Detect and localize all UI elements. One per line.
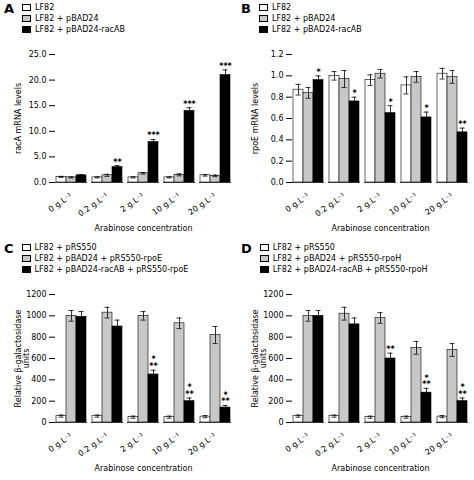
svg-text:0.2 g.L⁻¹: 0.2 g.L⁻¹	[313, 191, 347, 218]
svg-text:2 g.L⁻¹: 2 g.L⁻¹	[119, 431, 146, 454]
svg-text:***: ***	[458, 383, 467, 399]
svg-text:2 g.L⁻¹: 2 g.L⁻¹	[119, 191, 146, 214]
svg-text:*: *	[424, 104, 429, 113]
svg-text:***: ***	[147, 131, 160, 140]
svg-text:800: 800	[268, 333, 283, 342]
svg-text:200: 200	[268, 397, 283, 406]
svg-text:0.0: 0.0	[271, 178, 284, 187]
svg-text:***: ***	[221, 391, 230, 407]
svg-text:1000: 1000	[26, 311, 46, 320]
html-text:C: C	[4, 241, 14, 256]
svg-text:***: ***	[183, 100, 196, 109]
svg-text:Relative β-galactosidaseunits: Relative β-galactosidaseunits	[14, 310, 31, 408]
svg-text:2 g.L⁻¹: 2 g.L⁻¹	[356, 431, 383, 454]
svg-text:600: 600	[268, 354, 283, 363]
svg-text:0.0: 0.0	[34, 178, 47, 187]
svg-text:0 g.L⁻¹: 0 g.L⁻¹	[47, 431, 74, 454]
svg-text:**: **	[113, 158, 122, 167]
svg-text:25.0: 25.0	[29, 50, 47, 59]
svg-text:**: **	[458, 120, 467, 129]
svg-text:*: *	[352, 89, 357, 98]
svg-text:20 g.L⁻¹: 20 g.L⁻¹	[187, 191, 219, 217]
svg-text:0 g.L⁻¹: 0 g.L⁻¹	[47, 191, 74, 214]
svg-text:Arabinose concentration: Arabinose concentration	[95, 224, 193, 233]
svg-text:400: 400	[31, 375, 46, 384]
html-text:LF82 + pBAD24-racAB + pRS550-r: LF82 + pBAD24-racAB + pRS550-rpoE	[34, 265, 189, 274]
svg-text:10 g.L⁻¹: 10 g.L⁻¹	[151, 431, 183, 457]
svg-text:0 g.L⁻¹: 0 g.L⁻¹	[284, 191, 311, 214]
svg-text:**: **	[386, 345, 395, 354]
svg-text:1200: 1200	[26, 290, 46, 299]
svg-text:racA mRNA levels: racA mRNA levels	[14, 83, 23, 154]
svg-text:Relative β-galactosidaseunits: Relative β-galactosidaseunits	[251, 310, 268, 408]
svg-text:10 g.L⁻¹: 10 g.L⁻¹	[388, 431, 420, 457]
svg-text:5.0: 5.0	[34, 152, 47, 161]
html-text:LF82 + pBAD24-racAB: LF82 + pBAD24-racAB	[271, 25, 362, 34]
html-text:D: D	[241, 241, 252, 256]
svg-text:0.4: 0.4	[271, 135, 284, 144]
svg-text:20 g.L⁻¹: 20 g.L⁻¹	[187, 431, 219, 457]
svg-text:10.0: 10.0	[29, 127, 47, 136]
svg-text:10 g.L⁻¹: 10 g.L⁻¹	[151, 191, 183, 217]
svg-text:***: ***	[149, 355, 158, 371]
html-text:LF82 + pBAD24 + pRS550-rpoH: LF82 + pBAD24 + pRS550-rpoH	[272, 254, 402, 263]
svg-text:0.2: 0.2	[271, 157, 284, 166]
svg-text:0 g.L⁻¹: 0 g.L⁻¹	[284, 431, 311, 454]
html-text:LF82 + pRS550: LF82 + pRS550	[34, 243, 97, 252]
svg-text:*: *	[388, 98, 393, 107]
svg-text:1.0: 1.0	[271, 71, 284, 80]
svg-text:600: 600	[31, 354, 46, 363]
svg-text:2 g.L⁻¹: 2 g.L⁻¹	[356, 191, 383, 214]
svg-text:0.8: 0.8	[271, 93, 284, 102]
svg-text:1.2: 1.2	[271, 50, 284, 59]
svg-text:15.0: 15.0	[29, 101, 47, 110]
svg-text:20.0: 20.0	[29, 76, 47, 85]
html-text:B: B	[241, 1, 251, 16]
html-text:LF82: LF82	[35, 3, 55, 12]
svg-text:Arabinose concentration: Arabinose concentration	[332, 464, 430, 473]
svg-text:Arabinose concentration: Arabinose concentration	[95, 464, 193, 473]
html-text:LF82 + pBAD24: LF82 + pBAD24	[271, 14, 336, 23]
html-text:LF82 + pBAD24-racAB: LF82 + pBAD24-racAB	[35, 25, 125, 34]
svg-text:10 g.L⁻¹: 10 g.L⁻¹	[388, 191, 420, 217]
svg-text:0: 0	[41, 418, 46, 427]
svg-text:rpoE mRNA levels: rpoE mRNA levels	[251, 83, 260, 154]
html-text:A: A	[4, 1, 15, 16]
html-text:LF82 + pRS550: LF82 + pRS550	[272, 243, 335, 252]
html-text:LF82 + pBAD24-racAB + pRS550-r: LF82 + pBAD24-racAB + pRS550-rpoH	[272, 265, 428, 274]
svg-text:0: 0	[278, 418, 283, 427]
svg-text:***: ***	[185, 383, 194, 399]
svg-text:***: ***	[422, 374, 431, 390]
svg-text:20 g.L⁻¹: 20 g.L⁻¹	[424, 431, 456, 457]
svg-text:1000: 1000	[263, 311, 283, 320]
html-text:LF82: LF82	[271, 3, 292, 12]
svg-text:800: 800	[31, 333, 46, 342]
svg-text:0.6: 0.6	[271, 114, 284, 123]
svg-text:Arabinose concentration: Arabinose concentration	[332, 224, 430, 233]
svg-text:20 g.L⁻¹: 20 g.L⁻¹	[424, 191, 456, 217]
svg-text:***: ***	[219, 62, 232, 71]
svg-text:0.2 g.L⁻¹: 0.2 g.L⁻¹	[76, 191, 110, 218]
svg-text:200: 200	[31, 397, 46, 406]
html-text:LF82 + pBAD24: LF82 + pBAD24	[35, 14, 99, 23]
svg-text:*: *	[316, 68, 321, 77]
svg-text:400: 400	[268, 375, 283, 384]
html-text:LF82 + pBAD24 + pRS550-rpoE: LF82 + pBAD24 + pRS550-rpoE	[34, 254, 162, 263]
svg-text:0.2 g.L⁻¹: 0.2 g.L⁻¹	[76, 431, 110, 458]
svg-text:0.2 g.L⁻¹: 0.2 g.L⁻¹	[313, 431, 347, 458]
svg-text:1200: 1200	[263, 290, 283, 299]
